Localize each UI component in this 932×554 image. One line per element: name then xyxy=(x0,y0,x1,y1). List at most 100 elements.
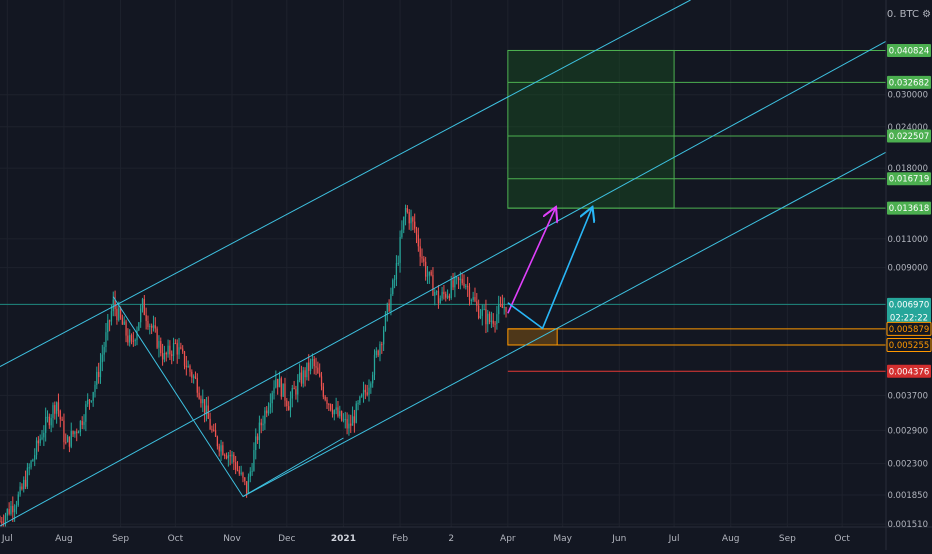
candle xyxy=(213,423,215,432)
candle-body xyxy=(340,411,343,421)
candle xyxy=(372,371,374,388)
candle xyxy=(302,366,304,388)
candle-body xyxy=(350,423,352,426)
candle-body xyxy=(271,393,273,404)
candle-body xyxy=(264,410,266,424)
candle xyxy=(55,401,58,424)
candle xyxy=(286,398,288,411)
candle xyxy=(362,381,365,403)
candle-body xyxy=(172,343,175,356)
candle xyxy=(63,413,65,450)
candle-body xyxy=(324,396,326,400)
candle xyxy=(359,395,361,406)
candle xyxy=(253,442,255,472)
candle-body xyxy=(319,373,321,377)
candle-body xyxy=(388,303,390,311)
candle xyxy=(85,400,87,432)
candle-body xyxy=(118,308,120,321)
price-badge-last[interactable]: 0.006970 02:22:22 xyxy=(887,297,931,324)
projection-arrow-cyan[interactable] xyxy=(507,208,592,330)
price-axis[interactable] xyxy=(886,0,932,550)
price-badge-target[interactable]: 0.022507 xyxy=(887,129,931,143)
price-badge-support[interactable]: 0.005255 xyxy=(886,337,932,352)
candle-body xyxy=(121,317,124,325)
candle-body xyxy=(63,420,65,443)
candle xyxy=(112,291,114,317)
projection-arrow-magenta[interactable] xyxy=(507,208,555,314)
candle-body xyxy=(193,376,195,378)
candle xyxy=(348,414,350,436)
channel-line-middle[interactable] xyxy=(0,40,887,527)
candle xyxy=(496,305,498,330)
candle xyxy=(152,315,155,332)
candle-body xyxy=(348,423,350,429)
candle xyxy=(134,338,136,347)
candle-body xyxy=(57,402,60,411)
candle-body xyxy=(255,436,257,451)
candle xyxy=(271,390,273,413)
candle xyxy=(277,378,279,395)
candle-body xyxy=(110,311,113,322)
zigzag-line[interactable] xyxy=(112,296,344,498)
candle-body xyxy=(88,399,91,401)
candle-body xyxy=(92,392,94,401)
price-badge-support[interactable]: 0.005879 xyxy=(886,321,932,336)
x-tick-label: Oct xyxy=(834,534,850,544)
candle xyxy=(492,313,494,328)
candle xyxy=(54,401,56,420)
candle xyxy=(143,295,145,316)
candle xyxy=(386,302,388,322)
candle xyxy=(404,204,407,226)
price-badge-target[interactable]: 0.013618 xyxy=(887,201,931,215)
candle xyxy=(463,274,465,289)
candle xyxy=(138,322,140,332)
candle xyxy=(450,275,452,300)
candle-body xyxy=(468,287,471,301)
candle-body xyxy=(437,291,440,304)
candle-body xyxy=(275,378,277,388)
candle-body xyxy=(176,343,178,355)
price-badge-target[interactable]: 0.040824 xyxy=(887,43,931,57)
price-badge-target[interactable]: 0.016719 xyxy=(887,172,931,186)
candle xyxy=(483,304,485,311)
candle-body xyxy=(472,297,474,300)
candle xyxy=(211,425,213,433)
candle xyxy=(174,339,177,345)
candle xyxy=(83,414,85,430)
candle-body xyxy=(377,350,379,356)
price-badge-bg xyxy=(887,201,931,215)
candle-body xyxy=(273,387,275,394)
candle xyxy=(90,400,92,403)
channel-line-upper[interactable] xyxy=(0,0,691,368)
candle-body xyxy=(300,372,303,384)
candle xyxy=(479,308,482,320)
candle xyxy=(98,362,100,384)
price-badge-stop[interactable]: 0.004376 xyxy=(887,364,931,378)
candle xyxy=(240,465,242,476)
candle-body xyxy=(198,392,200,399)
candle xyxy=(309,358,312,375)
candle xyxy=(81,416,83,430)
candle-body xyxy=(183,351,186,366)
candle-body xyxy=(446,295,449,298)
channel-line-lower[interactable] xyxy=(242,151,887,497)
price-badge-target[interactable]: 0.032682 xyxy=(887,75,931,89)
candle-body xyxy=(488,313,491,322)
candle xyxy=(421,248,423,263)
drawings[interactable] xyxy=(0,0,887,527)
candle xyxy=(368,379,370,402)
candle-body xyxy=(103,346,105,355)
candle xyxy=(373,349,376,381)
candle-body xyxy=(214,430,217,437)
candles xyxy=(0,204,507,532)
candle-body xyxy=(326,399,328,405)
symbol-label[interactable]: 0. BTC ⚙ xyxy=(886,9,932,20)
candle xyxy=(330,403,332,412)
time-axis[interactable] xyxy=(0,527,932,550)
candle xyxy=(87,393,89,407)
candle xyxy=(381,341,383,354)
candle-body xyxy=(45,416,47,433)
candle-body xyxy=(23,479,25,489)
